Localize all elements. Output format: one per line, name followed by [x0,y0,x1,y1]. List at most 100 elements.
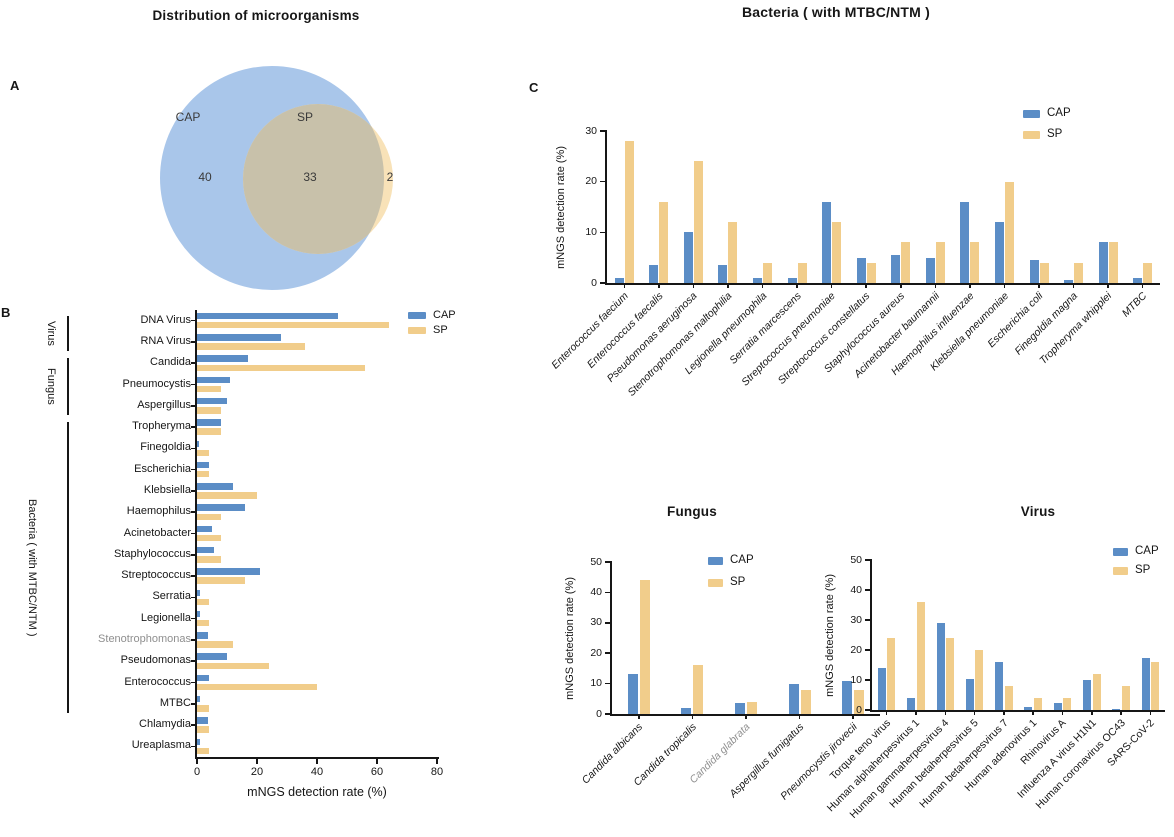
y-tick [865,619,870,621]
bacteria-chart-title: Bacteria ( with MTBC/NTM ) [742,4,930,20]
category-label: Klebsiella [143,483,191,496]
category-label: Streptococcus [121,569,191,582]
legend-label-sp: SP [730,576,746,588]
bar-cap [197,419,221,426]
x-tick-label: 0 [193,766,201,778]
bar-cap [788,683,799,714]
legend-key-cap [708,557,723,565]
x-tick [852,714,854,719]
bar-cap [197,525,212,533]
venn-diagram [160,66,393,290]
group-label-wrap: Bacteria ( with MTBC/NTM ) [24,422,40,713]
y-tick-label: 0 [856,703,862,716]
legend-key-sp [1113,567,1128,575]
bar-cap [1083,680,1091,710]
y-tick [605,591,610,594]
x-axis [605,283,1160,285]
category-tick [191,681,195,684]
legend-key-sp [408,327,426,334]
bar-cap [1133,277,1143,283]
bar-sp [1004,181,1014,283]
group-bracket [67,358,69,415]
panel-label-c: C [529,80,539,95]
y-tick-label: 20 [850,643,862,656]
x-axis [610,714,880,716]
x-tick [865,283,867,288]
y-tick-label: 30 [590,616,602,629]
y-tick [865,589,870,591]
y-tick [865,679,870,681]
bar-sp [763,262,773,283]
x-tick [196,759,198,764]
y-axis-title: mNGS detection rate (%) [555,145,567,269]
bar-cap [1112,708,1121,710]
bar-cap [197,568,260,575]
legend-label-sp: SP [1047,128,1063,140]
category-tick [191,362,195,364]
legend-key-sp [708,579,723,587]
x-tick-label: 20 [250,766,264,778]
all-organisms-chart: 0 20 40 60 80 mNGS detection rate (%) DNA Viru… [26,309,456,800]
category-tick [191,405,195,407]
category-label: Enterococcus [124,675,191,688]
y-axis-title-wrap: mNGS detection rate (%) [551,131,571,283]
category-label: DNA Virus [140,313,191,326]
venn-overlap-region [243,104,384,254]
category-tick [191,490,195,492]
legend-label-sp: SP [433,323,448,336]
bar-sp [197,428,221,435]
y-tick-label: 50 [590,555,602,568]
bar-cap [197,355,248,362]
category-tick [191,575,195,577]
bar-cap [197,717,208,724]
group-bracket [67,422,69,713]
bar-cap [735,703,745,714]
bar-sp [197,598,209,606]
bar-sp [197,343,305,350]
category-tick [191,596,195,599]
legend-key-cap [1113,548,1128,556]
y-tick-label: 20 [590,646,602,659]
x-tick [1141,283,1144,288]
x-tick [761,283,764,288]
bar-sp [659,201,669,283]
y-tick-label: 30 [585,124,597,137]
bar-cap [614,277,624,283]
bar-cap [649,265,659,283]
bar-cap [197,334,281,341]
bar-sp [946,638,954,710]
group-label: Bacteria ( with MTBC/NTM ) [26,498,38,637]
y-tick-label: 50 [850,553,862,566]
bar-sp [728,222,738,283]
category-tick [191,532,195,535]
bar-sp [197,620,209,627]
bar-cap [197,483,233,490]
category-tick [191,468,195,471]
group-label: Fungus [45,368,57,405]
bar-cap [683,232,693,283]
bar-cap [197,397,227,405]
y-tick-label: 0 [591,276,597,289]
bar-sp [1143,262,1153,283]
bar-cap [842,680,853,714]
venn-sp-only-value: 2 [386,170,394,184]
x-tick [692,283,695,288]
bar-sp [970,242,980,283]
category-label: Staphylococcus [113,547,191,560]
category-label: Pneumocystis [122,377,191,390]
virus-chart-title: Virus [1020,504,1056,519]
category-tick [191,639,195,641]
x-axis [195,757,439,759]
bar-sp [197,407,221,414]
bar-sp [1108,242,1118,283]
bar-sp [197,577,245,584]
bar-sp [1151,662,1160,710]
x-axis-title: mNGS detection rate (%) [247,785,387,799]
x-tick [256,759,258,764]
group-label-wrap: Virus [43,316,59,351]
bar-cap [925,257,935,283]
x-tick [934,283,937,288]
legend-key-cap [1023,110,1040,118]
x-tick [973,710,976,715]
bar-cap [822,201,832,283]
